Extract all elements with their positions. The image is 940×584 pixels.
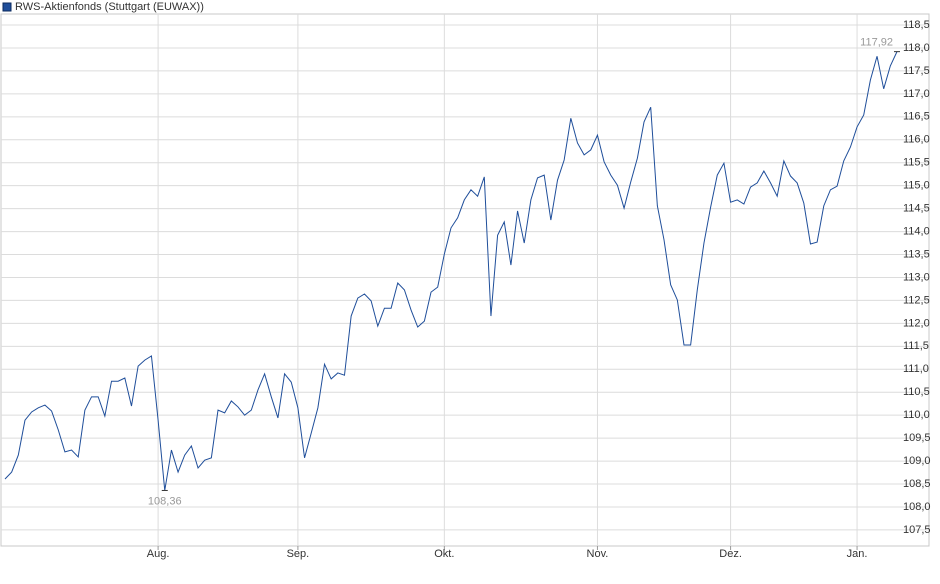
y-tick-label: 114,0 — [903, 225, 930, 237]
x-tick-label: Okt. — [434, 548, 454, 560]
annotation: 117,92 — [860, 37, 893, 49]
y-tick-label: 113,0 — [903, 271, 930, 283]
y-tick-label: 115,0 — [903, 180, 930, 192]
legend-label: RWS-Aktienfonds (Stuttgart (EUWAX)) — [15, 1, 204, 13]
y-tick-label: 107,5 — [903, 524, 931, 536]
y-tick-label: 109,5 — [903, 432, 931, 444]
x-tick-label: Dez. — [719, 548, 742, 560]
y-tick-label: 110,0 — [903, 409, 930, 421]
y-tick-label: 112,0 — [903, 317, 930, 329]
y-tick-label: 117,5 — [903, 65, 930, 77]
y-tick-label: 118,5 — [903, 19, 930, 31]
y-tick-label: 108,0 — [903, 501, 931, 513]
x-tick-label: Sep. — [287, 548, 310, 560]
x-tick-label: Jan. — [847, 548, 868, 560]
y-tick-label: 111,5 — [903, 340, 929, 352]
y-tick-label: 109,0 — [903, 455, 931, 467]
y-tick-label: 113,5 — [903, 248, 930, 260]
y-tick-label: 118,0 — [903, 42, 930, 54]
y-tick-label: 114,5 — [903, 203, 930, 215]
y-tick-label: 115,5 — [903, 157, 930, 169]
legend-swatch — [2, 2, 12, 12]
y-tick-label: 117,0 — [903, 88, 930, 100]
y-tick-label: 112,5 — [903, 294, 930, 306]
line-series — [4, 51, 898, 491]
x-tick-label: Nov. — [587, 548, 609, 560]
y-tick-label: 108,5 — [903, 478, 931, 490]
y-tick-label: 110,5 — [903, 386, 930, 398]
x-tick-label: Aug. — [147, 548, 170, 560]
annotation: 108,36 — [148, 495, 182, 507]
y-tick-label: 116,0 — [903, 134, 930, 146]
y-tick-label: 116,5 — [903, 111, 930, 123]
y-tick-label: 111,0 — [903, 363, 929, 375]
plot-frame — [0, 13, 930, 547]
